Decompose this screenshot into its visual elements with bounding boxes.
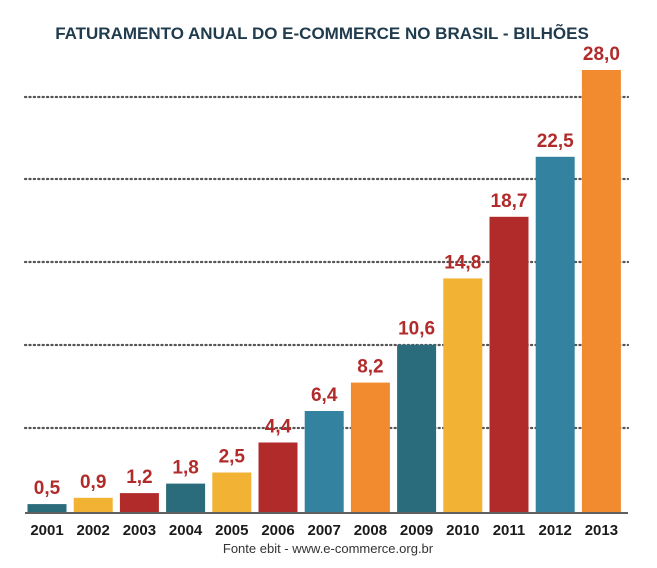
value-label-2004: 1,8 [172, 458, 198, 479]
value-label-2005: 2,5 [219, 447, 246, 468]
x-tick-2013: 2013 [585, 522, 618, 539]
x-tick-2004: 2004 [169, 522, 203, 539]
value-label-2011: 18,7 [491, 191, 528, 212]
bar-2007 [304, 411, 344, 512]
value-label-2003: 1,2 [126, 467, 152, 488]
x-tick-labels: 2001 2002 2003 2004 2005 2006 2007 2008 2009 2010… [30, 522, 618, 539]
value-label-2009: 10,6 [398, 319, 435, 340]
bars [27, 70, 621, 513]
bar-2003 [119, 493, 159, 512]
bar-2009 [397, 344, 437, 512]
x-tick-2009: 2009 [400, 522, 433, 539]
bar-2001 [27, 504, 67, 512]
value-label-2007: 6,4 [311, 385, 338, 406]
bar-2012 [535, 156, 575, 513]
bar-2002 [73, 497, 113, 512]
value-label-2012: 22,5 [537, 131, 574, 152]
x-tick-2010: 2010 [446, 522, 479, 539]
x-tick-2011: 2011 [493, 522, 526, 539]
bar-2010 [443, 278, 483, 512]
value-labels: 0,5 0,9 1,2 1,8 2,5 4,4 6,4 8,2 10,6 14,8 18,7 22,5… [34, 44, 620, 499]
value-label-2001: 0,5 [34, 478, 61, 499]
value-label-2008: 8,2 [357, 357, 383, 378]
x-tick-2005: 2005 [215, 522, 248, 539]
x-tick-2007: 2007 [308, 522, 341, 539]
value-label-2002: 0,9 [80, 472, 106, 493]
source-note: Fonte ebit - www.e-commerce.org.br [223, 541, 434, 556]
value-label-2013: 28,0 [583, 44, 620, 65]
x-tick-2002: 2002 [77, 522, 110, 539]
x-tick-2008: 2008 [354, 522, 387, 539]
x-tick-2012: 2012 [539, 522, 572, 539]
x-tick-2001: 2001 [30, 522, 63, 539]
bar-2005 [212, 472, 252, 512]
bar-2013 [581, 70, 621, 512]
x-tick-2006: 2006 [261, 522, 294, 539]
x-tick-2003: 2003 [123, 522, 156, 539]
value-label-2006: 4,4 [265, 417, 292, 438]
bar-2006 [258, 442, 298, 512]
bar-2011 [489, 216, 529, 513]
bar-2008 [350, 382, 390, 512]
chart-title: FATURAMENTO ANUAL DO E-COMMERCE NO BRASI… [55, 23, 589, 43]
value-label-2010: 14,8 [444, 252, 481, 273]
bar-2004 [166, 483, 206, 512]
